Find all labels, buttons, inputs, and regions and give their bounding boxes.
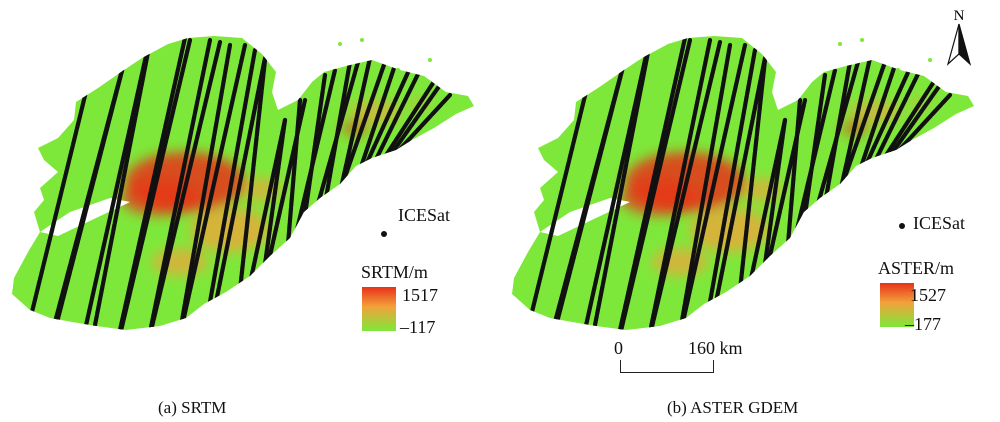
scale-bar-start: 0 [614,338,623,358]
icesat-legend-label: ICESat [913,213,965,233]
aster-elevation-map [512,36,974,330]
legend-min-value: –117 [400,317,436,337]
panel-caption: (b) ASTER GDEM [667,398,799,417]
legend-color-ramp [880,283,914,327]
scale-bar-end: 160 km [688,338,743,358]
north-label: N [954,8,965,24]
panel-srtm: ICESat SRTM/m 1517 –117 (a) SRTM [12,36,474,417]
legend-min-value: –177 [905,314,941,334]
legend-max-value: 1527 [910,285,946,305]
srtm-elevation-map [12,36,474,330]
panel-aster: ICESat ASTER/m 1527 –177 (b) ASTER GDEM [500,0,1000,422]
icesat-legend-label: ICESat [398,205,450,225]
legend-title: ASTER/m [878,258,955,278]
legend-color-ramp [362,287,396,331]
legend-max-value: 1517 [402,285,438,305]
icesat-legend-marker [899,223,905,229]
north-arrow-icon: N [946,8,972,66]
icesat-legend-marker [381,231,387,237]
legend-title: SRTM/m [361,262,428,282]
panel-caption: (a) SRTM [158,398,227,417]
scale-bar [620,360,714,373]
